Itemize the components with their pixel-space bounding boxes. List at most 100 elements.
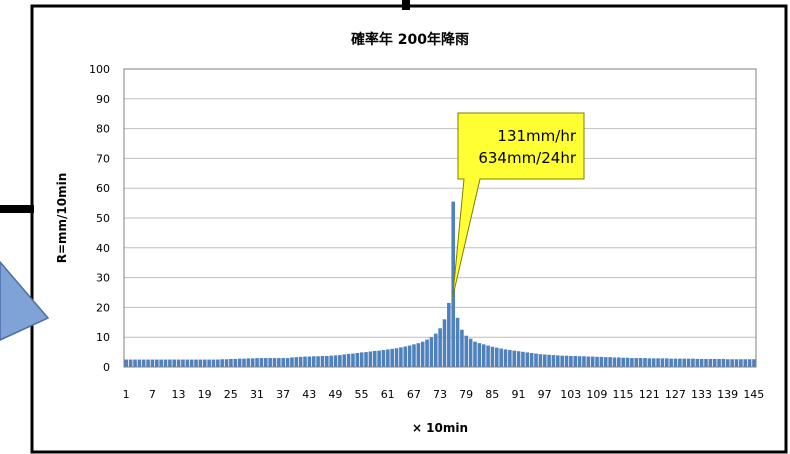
x-tick-label: 1 [123,388,130,401]
bar [159,359,163,367]
bar [268,358,272,367]
x-tick-label: 25 [224,388,238,401]
bar [747,359,752,367]
x-tick-label: 127 [665,388,686,401]
bar [250,358,255,367]
bar [246,358,251,367]
bar [464,335,469,367]
bar [137,359,142,367]
bar [455,317,460,367]
bar [547,354,551,367]
bar [525,352,530,367]
bar [202,359,207,367]
bar [259,358,264,367]
bar [721,358,726,367]
x-tick-label: 145 [743,388,764,401]
bar [229,358,233,367]
bar [560,355,564,367]
x-tick-label: 79 [459,388,473,401]
y-tick-label: 40 [96,242,110,255]
bar [172,359,177,367]
bar [477,343,482,367]
bar [181,359,185,367]
bar [285,358,290,367]
x-axis-label: × 10min [412,421,468,435]
bar [338,355,342,367]
bar [329,355,333,367]
top-connector-line [402,0,410,10]
bar [359,352,364,367]
bar [399,347,403,367]
bar [603,357,608,367]
bar [516,351,521,367]
bar [630,358,634,367]
bar [133,359,137,367]
bar [346,353,351,367]
bar [211,359,216,367]
y-tick-labels: 0 10 20 30 40 50 60 70 80 90 100 [89,63,110,374]
bar [460,329,464,367]
bar [263,358,268,367]
bar [216,359,220,367]
x-tick-label: 109 [586,388,607,401]
bar-series [124,201,756,367]
bar [185,359,190,367]
x-tick-label: 103 [560,388,581,401]
bar [508,350,512,367]
bar [198,359,203,367]
bar [189,359,194,367]
y-tick-label: 80 [96,123,110,136]
bar [368,351,373,367]
bar [351,353,355,367]
bar [529,352,534,367]
bar [712,358,717,367]
x-tick-label: 139 [717,388,738,401]
bar [407,345,412,367]
bar [656,358,660,367]
bar [438,328,442,367]
bar [128,359,133,367]
bar [660,358,665,367]
bar [490,346,495,367]
x-tick-label: 85 [485,388,499,401]
callout-text: 634mm/24hr [478,149,577,167]
bar [582,356,586,367]
bar [503,349,508,367]
bar [695,358,700,367]
bar [643,358,647,367]
bar [146,359,150,367]
bar [495,347,499,367]
bar [486,345,490,367]
bar [420,341,425,367]
bar [364,352,368,367]
bar [372,350,377,367]
y-tick-label: 60 [96,182,110,195]
bar [739,359,743,367]
x-tick-label: 133 [691,388,712,401]
chart-border [30,4,788,454]
x-tick-label: 19 [198,388,212,401]
bar [499,348,503,367]
bar [512,350,517,367]
x-tick-label: 61 [381,388,395,401]
bar [333,355,338,367]
bar [651,358,656,367]
bar [734,359,739,367]
bar [307,356,312,367]
bar [599,356,604,367]
bar [163,359,168,367]
bar [342,354,347,367]
bar [281,358,286,367]
bar [298,356,303,367]
bar [577,356,582,367]
bar [621,357,625,367]
bar [534,353,538,367]
bar [569,355,573,367]
bar [664,358,669,367]
bar [325,355,329,367]
bar [726,359,730,367]
callout-box [452,112,585,298]
bar [473,341,477,367]
bar [704,358,708,367]
bar [730,359,734,367]
